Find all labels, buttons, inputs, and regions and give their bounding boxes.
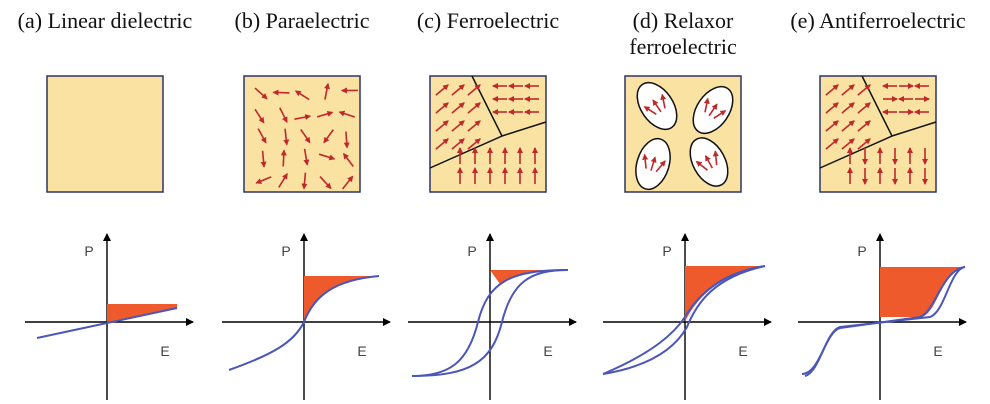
panel-title: (d) Relaxor: [633, 8, 734, 33]
dipole-arrow: [283, 150, 284, 166]
e-axis-label: E: [160, 343, 169, 359]
p-axis-label: P: [281, 243, 290, 259]
e-axis-label: E: [357, 343, 366, 359]
material-square: [47, 76, 163, 192]
material-square: [820, 76, 936, 192]
panel: (b) Paraelectric P E: [222, 8, 390, 400]
e-axis-label: E: [543, 343, 552, 359]
panel-title: (e) Antiferroelectric: [790, 8, 966, 33]
e-axis-label: E: [933, 343, 942, 359]
p-axis-label: P: [467, 243, 476, 259]
material-square: [430, 76, 546, 192]
figure: (a) Linear dielectric P E (b) Paraelectric P…: [0, 0, 990, 404]
panel: (a) Linear dielectric P E: [18, 8, 193, 400]
panel: (e) Antiferroelectric P E: [790, 8, 966, 400]
p-axis-label: P: [857, 243, 866, 259]
panel-title: ferroelectric: [629, 34, 737, 59]
panel-title: (c) Ferroelectric: [417, 8, 560, 33]
p-axis-label: P: [84, 243, 93, 259]
energy-storage-area: [685, 266, 765, 322]
energy-storage-area: [107, 304, 177, 322]
dipole-arrow: [273, 92, 289, 93]
panel-title: (a) Linear dielectric: [18, 8, 193, 33]
p-axis-label: P: [662, 243, 671, 259]
energy-storage-area: [304, 276, 379, 322]
panel-title: (b) Paraelectric: [235, 8, 370, 33]
e-axis-label: E: [738, 343, 747, 359]
panel: (c) Ferroelectric P E: [408, 8, 576, 400]
